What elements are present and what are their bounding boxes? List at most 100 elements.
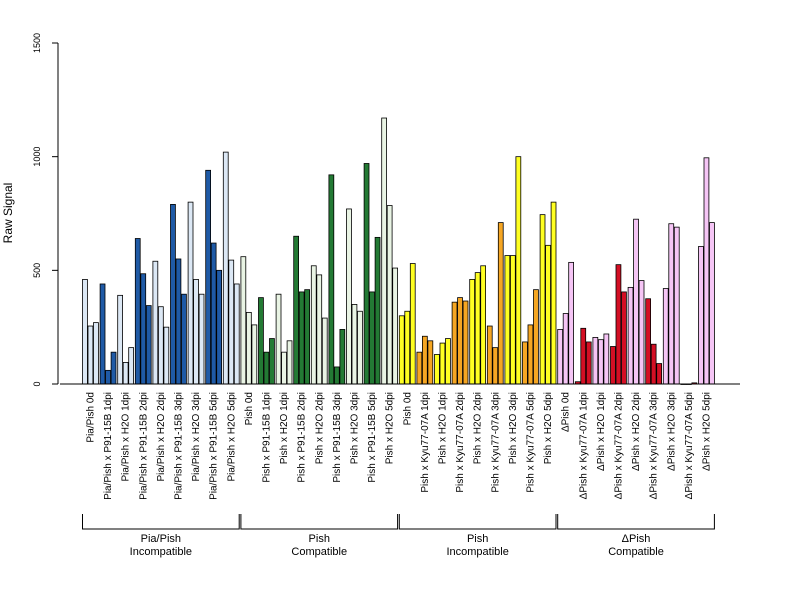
x-tick-label: Pish x Kyu77-07A 2dpi: [455, 392, 466, 493]
x-tick-label: Pia/Pish x H2O 2dpi: [156, 392, 167, 482]
bar: [157, 306, 164, 385]
x-tick-label: Pish x H2O 2dpi: [473, 392, 484, 464]
x-tick-label: Pish x Kyu77-07A 5dpi: [525, 392, 536, 493]
bar: [610, 346, 616, 385]
bar: [275, 293, 282, 385]
y-axis: 0 500 1000 1500: [32, 33, 59, 387]
bar: [404, 310, 411, 385]
bar: [392, 267, 399, 385]
bar: [668, 223, 675, 385]
bar: [228, 259, 235, 385]
bar: [638, 280, 645, 385]
bar: [539, 214, 546, 385]
x-tick-label: Pish x H2O 5dpi: [385, 392, 396, 464]
bar: [509, 255, 516, 385]
x-tick-label: Pia/Pish 0d: [85, 392, 96, 443]
y-tick-label: 1500: [32, 33, 42, 53]
bar: [170, 204, 176, 385]
x-tick-label: Pia/Pish x P91-15B 5dpi: [209, 392, 220, 500]
bar: [346, 208, 352, 385]
bar: [434, 354, 440, 385]
bar: [650, 343, 657, 385]
group-label-line2: Compatible: [608, 546, 664, 558]
bar: [662, 288, 669, 385]
x-tick-label: ΔPish x Kyu77-07A 2dpi: [613, 392, 624, 499]
bar: [416, 351, 423, 385]
group-label-line1: ΔPish: [622, 533, 651, 545]
bar: [281, 351, 287, 385]
bar: [522, 341, 528, 385]
bar: [627, 286, 634, 385]
bar: [321, 317, 328, 385]
x-tick-label: ΔPish x H2O 3dpi: [666, 392, 677, 471]
bar: [656, 363, 663, 385]
group-bracket: [557, 514, 715, 530]
bar: [93, 322, 99, 385]
bar: [357, 310, 363, 385]
group-bracket: [240, 514, 399, 530]
bar: [198, 293, 205, 385]
bar: [562, 313, 569, 385]
bar: [462, 300, 469, 385]
group-label-line1: Pish: [309, 533, 330, 545]
group-label-line2: Incompatible: [446, 546, 508, 558]
bar: [152, 260, 159, 385]
bar: [286, 340, 293, 385]
bar: [258, 297, 264, 385]
bar: [550, 201, 557, 385]
x-tick-label: Pish 0d: [244, 392, 255, 425]
x-tick-label: ΔPish x H2O 1dpi: [596, 392, 607, 471]
bar: [293, 235, 300, 385]
bar: [633, 218, 639, 385]
group-label-line2: Incompatible: [130, 546, 192, 558]
group-bracket: [398, 514, 557, 530]
group-label-line2: Compatible: [291, 546, 347, 558]
x-tick-label: Pish x H2O 1dpi: [279, 392, 290, 464]
bars: [82, 117, 715, 385]
x-tick-label: Pia/Pish x P91-15B 3dpi: [173, 392, 184, 500]
bar: [469, 279, 476, 385]
bar: [187, 201, 194, 385]
bar: [222, 151, 229, 385]
x-tick-label: Pish x P91-15B 5dpi: [367, 392, 378, 483]
bar: [703, 157, 710, 385]
bar: [585, 341, 592, 385]
x-tick-label: Pish x P91-15B 1dpi: [261, 392, 272, 483]
bar: [603, 333, 610, 385]
bar: [333, 366, 340, 385]
bar: [474, 272, 481, 385]
bar: [709, 222, 715, 385]
x-tick-label: Pish x H2O 2dpi: [314, 392, 325, 464]
bar: [105, 369, 111, 385]
bar: [645, 298, 652, 385]
bar: [445, 338, 451, 385]
bar: [240, 256, 247, 385]
x-tick-label: Pish 0d: [402, 392, 413, 425]
x-tick-label: Pish x H2O 3dpi: [349, 392, 360, 464]
bar: [427, 340, 434, 385]
bar: [409, 263, 416, 385]
bar: [504, 255, 511, 385]
bar: [216, 269, 222, 385]
bar: [99, 283, 106, 385]
bar: [374, 236, 381, 385]
x-tick-label: ΔPish x H2O 5dpi: [701, 392, 712, 471]
bar: [269, 338, 275, 385]
x-tick-label: ΔPish x Kyu77-07A 1dpi: [578, 392, 589, 499]
x-tick-label: Pish x H2O 1dpi: [437, 392, 448, 464]
bar: [87, 325, 94, 385]
bar: [533, 289, 539, 385]
bar: [497, 222, 504, 385]
bar: [621, 291, 627, 385]
y-tick-label: 0: [32, 381, 42, 386]
bar: [457, 297, 463, 385]
bar: [298, 291, 305, 385]
bar: [363, 163, 370, 385]
x-tick-label: Pia/Pish x P91-15B 1dpi: [103, 392, 114, 500]
bar: [568, 261, 575, 385]
group-brackets: Pia/PishIncompatiblePishCompatiblePishIn…: [82, 514, 715, 558]
bar: [251, 324, 258, 385]
bar: [398, 315, 405, 385]
bar: [673, 226, 680, 385]
